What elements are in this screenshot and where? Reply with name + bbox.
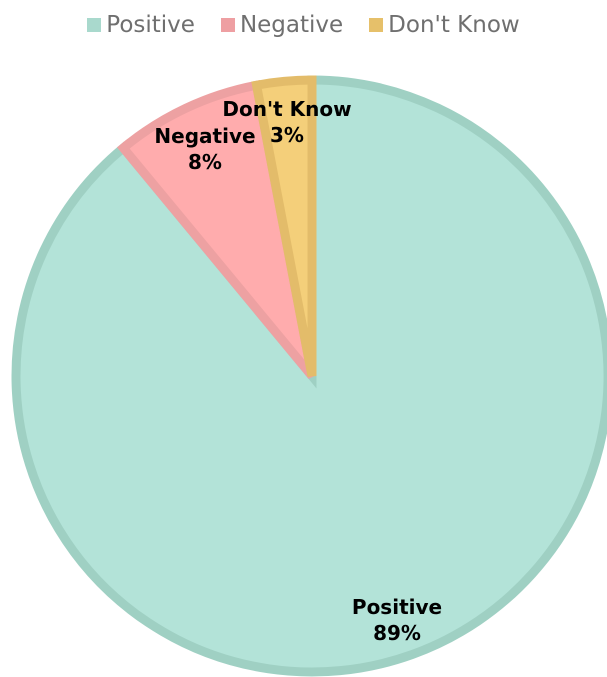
legend-item-dont-know[interactable]: Don't Know <box>369 12 520 38</box>
data-label-category-positive: Positive <box>352 595 442 619</box>
legend-item-positive[interactable]: Positive <box>87 12 195 38</box>
legend-swatch-dont-know <box>369 18 384 32</box>
pie-slice-negative[interactable] <box>116 79 317 379</box>
legend-label-negative: Negative <box>239 12 344 38</box>
legend-swatch-negative <box>220 18 235 32</box>
pie-slices <box>11 75 607 677</box>
legend-label-dont-know: Don't Know <box>388 12 520 38</box>
pie-labels: Positive 89%Negative 8%Don't Know 3% <box>154 97 442 645</box>
legend-label-positive: Positive <box>106 12 195 38</box>
data-label-positive: Positive 89% <box>352 595 442 645</box>
pie-slice-dont-know[interactable] <box>251 75 317 377</box>
data-label-category-negative: Negative <box>154 124 255 148</box>
data-label-value-dont-know: 3% <box>270 123 304 147</box>
data-label-category-dont-know: Don't Know <box>222 97 351 121</box>
legend: Positive Negative Don't Know <box>0 12 607 38</box>
data-label-negative: Negative 8% <box>154 124 255 174</box>
data-label-value-negative: 8% <box>188 150 222 174</box>
data-label-value-positive: 89% <box>373 621 421 645</box>
data-label-dont-know: Don't Know 3% <box>222 97 351 147</box>
legend-swatch-positive <box>87 18 102 32</box>
legend-item-negative[interactable]: Negative <box>220 12 344 38</box>
